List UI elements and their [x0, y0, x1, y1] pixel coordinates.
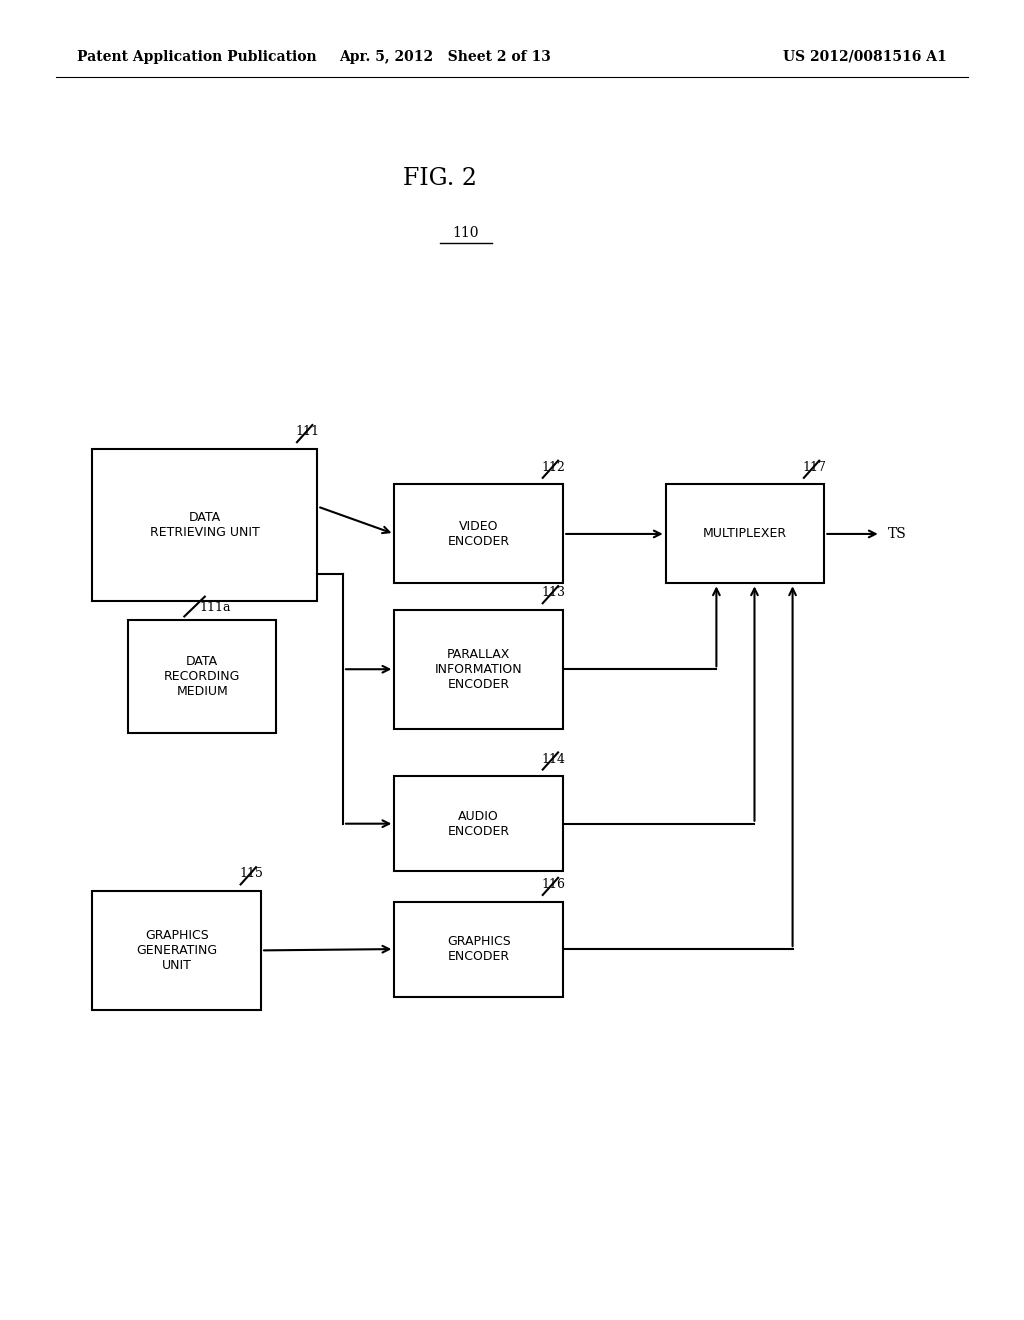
Bar [394, 484, 563, 583]
Bar [394, 610, 563, 729]
Bar [394, 902, 563, 997]
Text: AUDIO
ENCODER: AUDIO ENCODER [447, 809, 510, 838]
Text: 112: 112 [541, 461, 565, 474]
Text: MULTIPLEXER: MULTIPLEXER [702, 528, 787, 540]
Text: 114: 114 [541, 752, 565, 766]
Text: PARALLAX
INFORMATION
ENCODER: PARALLAX INFORMATION ENCODER [435, 648, 522, 690]
Text: 111: 111 [295, 425, 319, 438]
Text: 117: 117 [802, 461, 826, 474]
Text: 110: 110 [453, 226, 479, 240]
Text: US 2012/0081516 A1: US 2012/0081516 A1 [783, 50, 947, 63]
Text: 113: 113 [541, 586, 565, 599]
Bar [92, 449, 317, 601]
Bar [128, 620, 276, 733]
Text: 111a: 111a [200, 601, 231, 614]
Text: GRAPHICS
ENCODER: GRAPHICS ENCODER [446, 935, 511, 964]
Bar [666, 484, 824, 583]
Text: Apr. 5, 2012   Sheet 2 of 13: Apr. 5, 2012 Sheet 2 of 13 [340, 50, 551, 63]
Text: FIG. 2: FIG. 2 [403, 166, 477, 190]
Text: Patent Application Publication: Patent Application Publication [77, 50, 316, 63]
Text: DATA
RETRIEVING UNIT: DATA RETRIEVING UNIT [150, 511, 260, 539]
Text: VIDEO
ENCODER: VIDEO ENCODER [447, 520, 510, 548]
Text: GRAPHICS
GENERATING
UNIT: GRAPHICS GENERATING UNIT [136, 929, 217, 972]
Bar [92, 891, 261, 1010]
Text: DATA
RECORDING
MEDIUM: DATA RECORDING MEDIUM [164, 655, 241, 698]
Bar [394, 776, 563, 871]
Text: 115: 115 [239, 867, 263, 880]
Text: TS: TS [888, 527, 906, 541]
Text: 116: 116 [541, 878, 565, 891]
